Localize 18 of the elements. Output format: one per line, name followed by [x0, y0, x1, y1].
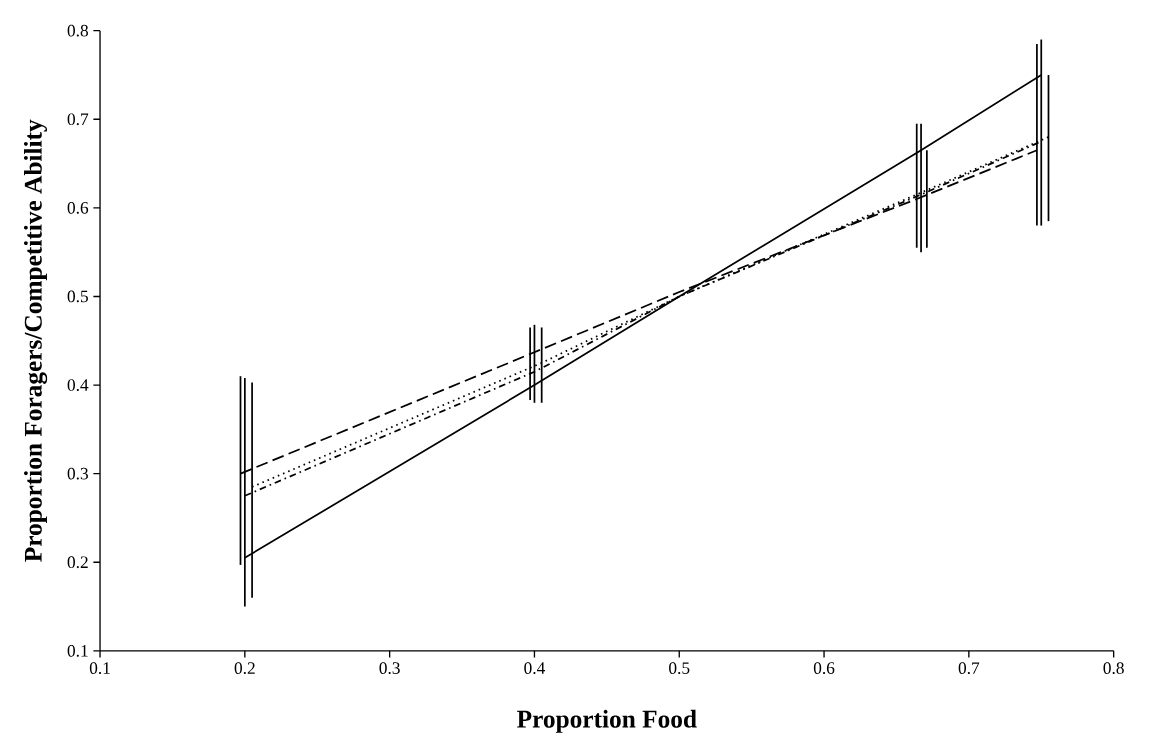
x-tick-label: 0.1 — [89, 662, 110, 675]
x-tick-label: 0.6 — [813, 662, 835, 675]
y-tick-label: 0.7 — [67, 113, 89, 126]
x-axis-title: Proportion Food — [517, 709, 697, 733]
x-tick-label: 0.4 — [524, 662, 546, 675]
y-axis-title: Proportion Foragers/Competitive Ability — [23, 119, 48, 562]
y-tick-label: 0.8 — [67, 24, 88, 37]
x-tick-label: 0.8 — [1103, 662, 1124, 675]
y-tick-label: 0.4 — [67, 379, 89, 392]
x-tick-label: 0.7 — [958, 662, 980, 675]
y-tick-label: 0.1 — [67, 645, 88, 657]
y-tick-label: 0.5 — [67, 290, 88, 303]
y-tick-label: 0.6 — [67, 202, 89, 214]
y-tick-label: 0.2 — [67, 556, 88, 569]
y-tick-label: 0.3 — [67, 467, 88, 480]
x-tick-label: 0.3 — [379, 662, 400, 675]
x-tick-label: 0.2 — [234, 662, 255, 675]
x-tick-label: 0.5 — [669, 662, 690, 675]
